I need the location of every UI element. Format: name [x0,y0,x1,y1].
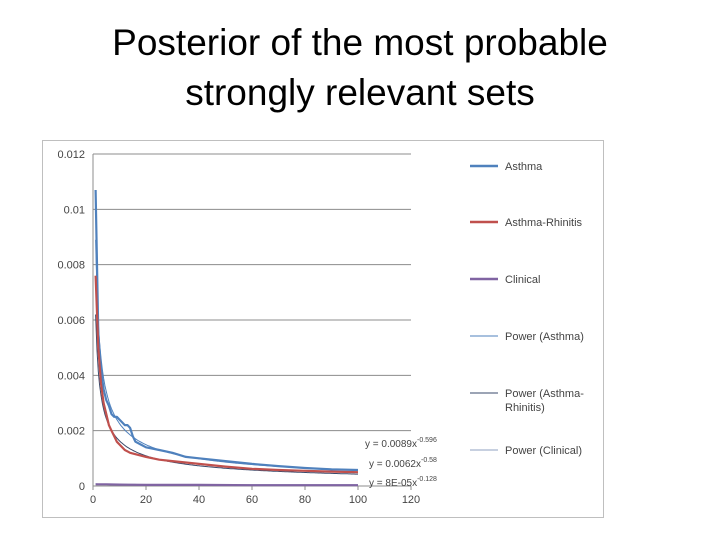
x-tick-label: 120 [402,494,420,506]
y-tick-label: 0.004 [57,370,85,382]
x-tick-labels: 0 20 40 60 80 100 120 [90,494,420,506]
y-tick-label: 0.006 [57,315,85,327]
grid-lines [92,153,412,490]
trendline-equation: y = 0.0062x-0.58 [369,457,437,470]
legend-label: Power (Clinical) [505,445,582,457]
legend-label: Power (Asthma- [505,388,584,400]
legend-label: Asthma-Rhinitis [505,217,583,229]
x-tick-label: 40 [193,494,205,506]
series-line-power-asthma-rhinitis [95,314,358,475]
series-lines [94,189,359,487]
legend-label: Asthma [505,161,543,173]
y-tick-label: 0.008 [57,260,85,272]
slide-title-line-1: Posterior of the most probable [112,22,608,63]
x-tick-label: 100 [349,494,367,506]
y-tick-label: 0.012 [57,149,85,161]
legend-label: Rhinitis) [505,402,545,414]
series-line-asthma-rhinitis [94,275,359,474]
y-tick-label: 0.002 [57,426,85,438]
series-line-clinical [95,483,358,487]
chart: 0 0.002 0.004 0.006 0.008 0.01 0.012 0 20 40 60 80… [57,149,584,506]
series-line-asthma [94,189,359,472]
legend-label: Clinical [505,274,540,286]
y-tick-label: 0.01 [64,204,85,216]
chart-frame: 0 0.002 0.004 0.006 0.008 0.01 0.012 0 20 40 60 80… [42,140,604,518]
x-tick-label: 60 [246,494,258,506]
slide-title-line-2: strongly relevant sets [185,72,535,113]
trendline-equation: y = 0.0089x-0.596 [365,437,437,450]
trendline-equation: y = 8E-05x-0.128 [369,476,437,489]
series-line-power-asthma [95,239,359,471]
x-tick-label: 0 [90,494,96,506]
y-tick-label: 0 [79,481,85,493]
x-tick-label: 20 [140,494,152,506]
legend: Asthma Asthma-Rhinitis Clinical Power (Asth… [470,161,584,457]
y-tick-labels: 0 0.002 0.004 0.006 0.008 0.01 0.012 [57,149,85,493]
slide-title: Posterior of the most probable strongly … [0,18,720,118]
legend-label: Power (Asthma) [505,331,584,343]
x-tick-label: 80 [299,494,311,506]
trendline-equations: y = 0.0089x-0.596 y = 0.0062x-0.58 y = 8E-… [365,437,437,489]
